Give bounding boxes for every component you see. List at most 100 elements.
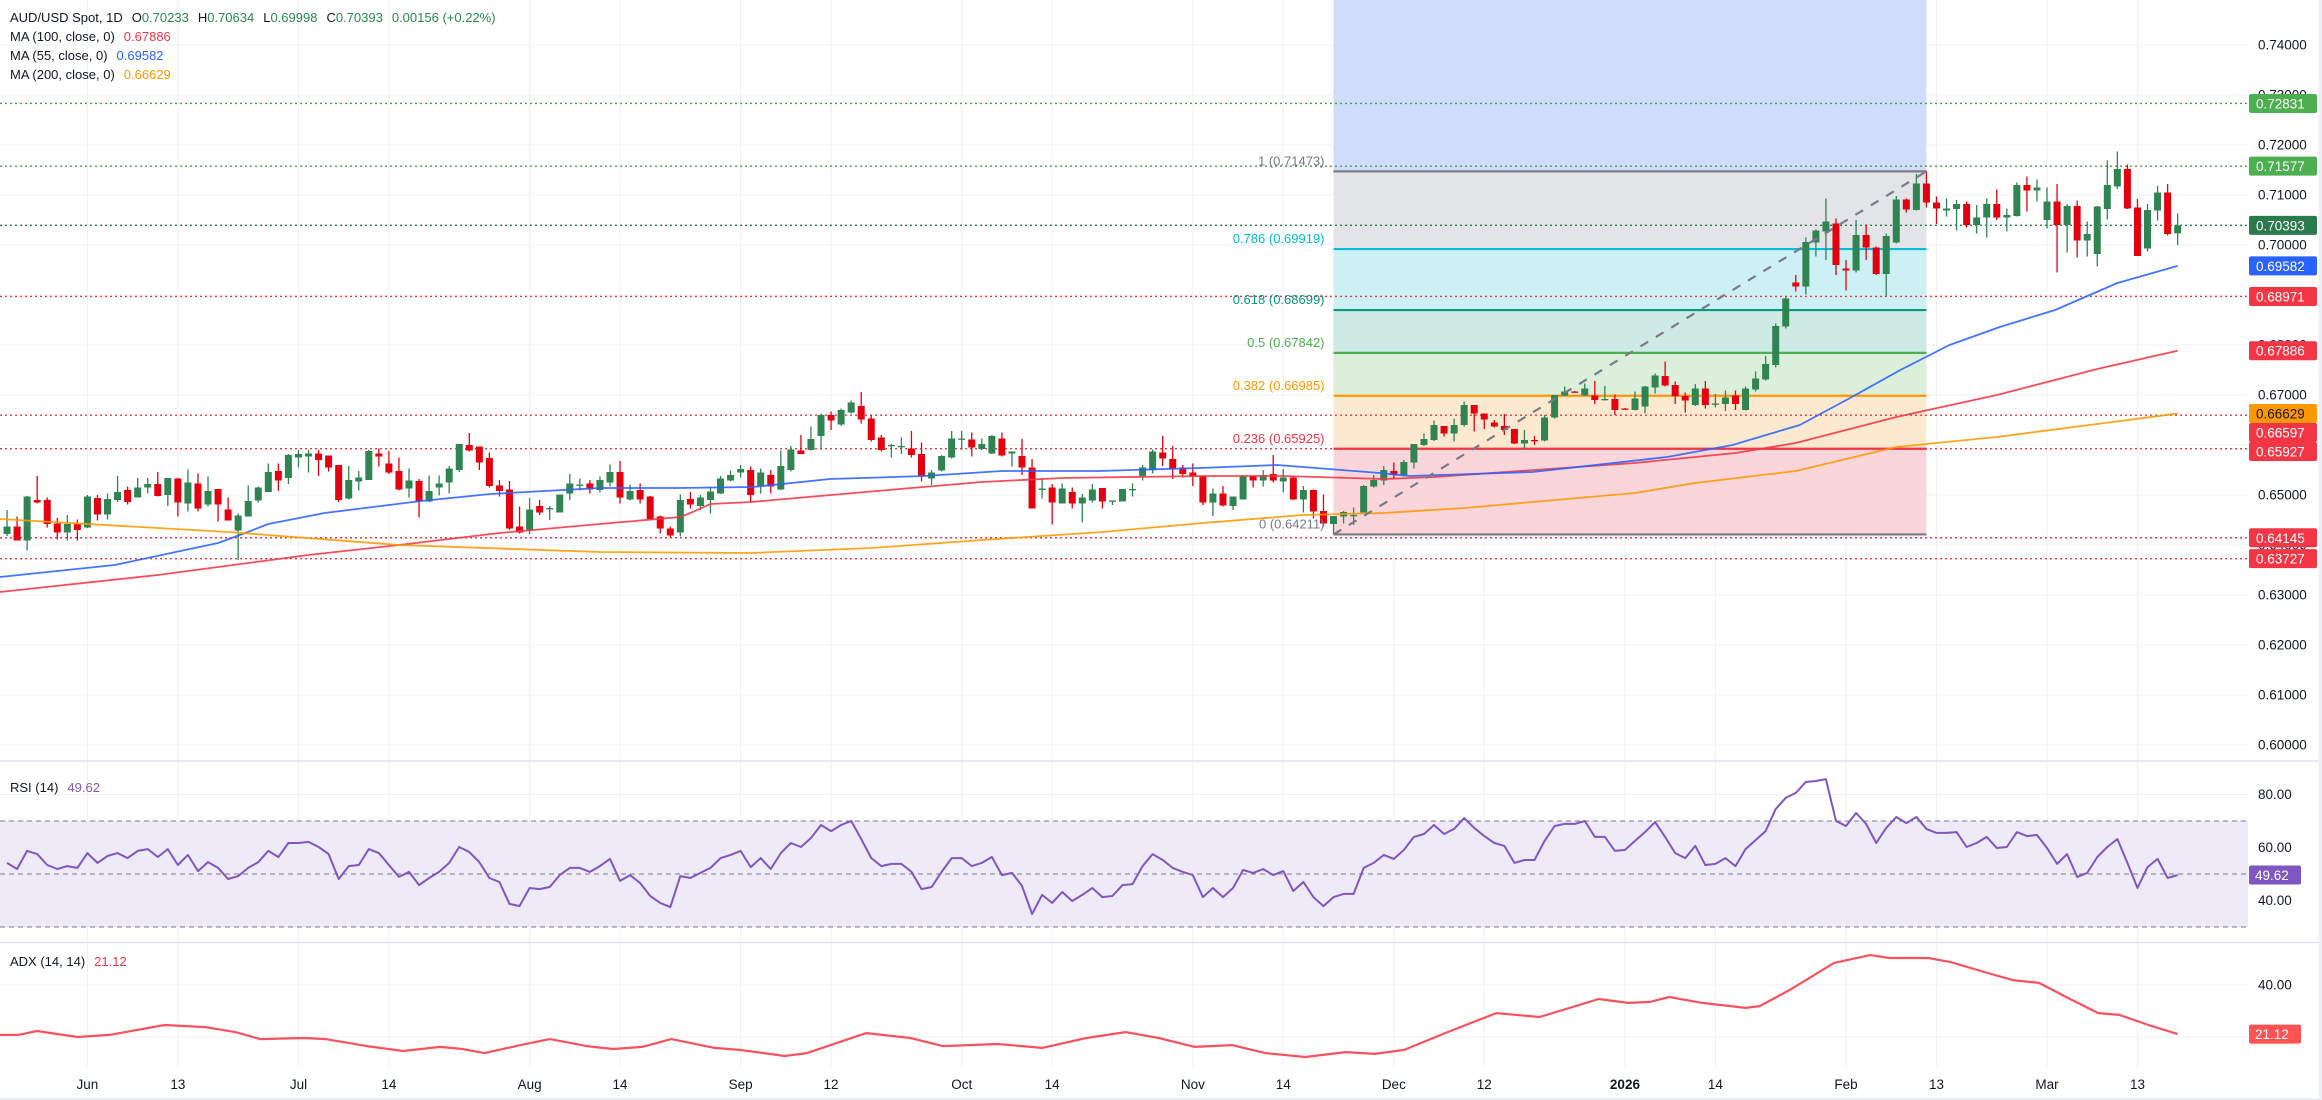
ma100-legend-row[interactable]: MA (100, close, 0) 0.67886: [10, 27, 496, 46]
main-legend: AUD/USD Spot, 1D O 0.70233 H 0.70634 L 0.69…: [10, 8, 496, 84]
candle-body: [1842, 268, 1850, 271]
candle: [998, 432, 1006, 457]
candle: [395, 457, 403, 491]
rsi-line[interactable]: [6, 778, 2178, 915]
candle-body: [1963, 204, 1971, 225]
candle-body: [1802, 242, 1810, 287]
candle-body: [918, 454, 926, 476]
candle-body: [2174, 225, 2182, 234]
candle-body: [1681, 396, 1689, 401]
candle-body: [284, 455, 292, 478]
candle-body: [325, 455, 333, 468]
ma200-legend-row[interactable]: MA (200, close, 0) 0.66629: [10, 65, 496, 84]
rsi-axis-label: 60.00: [2258, 840, 2292, 855]
fib-zone-1: [1333, 171, 1927, 250]
candle: [1983, 198, 1991, 238]
candle: [1018, 439, 1026, 475]
candle-body: [646, 496, 654, 520]
candle-body: [606, 472, 614, 483]
candle-body: [1792, 282, 1800, 287]
candle: [2003, 208, 2011, 232]
price-tag-bg: [2249, 423, 2317, 443]
candle-body: [1410, 444, 1418, 463]
candle-body: [706, 491, 714, 500]
candle: [2154, 186, 2162, 221]
time-axis-label: 13: [170, 1077, 185, 1092]
symbol-legend-row[interactable]: AUD/USD Spot, 1D O 0.70233 H 0.70634 L 0.69…: [10, 8, 496, 27]
candle: [1742, 386, 1750, 411]
rsi-indicator: [0, 778, 2248, 928]
time-axis-label: 14: [1276, 1077, 1292, 1092]
candle: [1199, 476, 1207, 505]
candle: [1832, 218, 1840, 275]
candle: [1430, 420, 1438, 441]
candle: [1269, 455, 1277, 483]
price-tag-label: 0.67886: [2256, 344, 2305, 359]
candle: [1309, 489, 1317, 519]
candle: [2093, 206, 2101, 267]
close-value: C 0.70393: [326, 8, 382, 27]
candle: [918, 442, 926, 482]
price-tag-bg: [2249, 286, 2317, 306]
ma100-line[interactable]: [0, 349, 2178, 593]
rsi-legend-row[interactable]: RSI (14) 49.62: [10, 778, 100, 797]
ma200-line[interactable]: [0, 412, 2178, 554]
candle: [224, 497, 232, 521]
candle-body: [214, 489, 222, 505]
adx-pane[interactable]: [0, 944, 2248, 1068]
candle-body: [1189, 472, 1197, 477]
candle: [1802, 237, 1810, 295]
candle: [1440, 426, 1448, 437]
candle: [1571, 391, 1579, 393]
candle-body: [2093, 206, 2101, 254]
candle: [284, 454, 292, 484]
low-number: 0.69998: [270, 10, 318, 25]
close-key: C: [326, 10, 336, 25]
open-value: O 0.70233: [132, 8, 189, 27]
candle: [1219, 486, 1227, 507]
candle: [2144, 204, 2152, 252]
time-axis[interactable]: [0, 1068, 2248, 1098]
adx-line[interactable]: [0, 953, 2179, 1059]
symbol-title: AUD/USD Spot, 1D: [10, 10, 123, 25]
candle: [244, 485, 252, 517]
adx-legend-row[interactable]: ADX (14, 14) 21.12: [10, 952, 127, 971]
fib-label-0.382: 0.382 (0.66985): [1233, 378, 1325, 393]
candle: [1872, 246, 1880, 275]
ma55-legend-row[interactable]: MA (55, close, 0) 0.69582: [10, 46, 496, 65]
candle: [2013, 182, 2021, 217]
candle: [757, 468, 765, 494]
candle: [475, 446, 483, 470]
candle-body: [1721, 397, 1729, 404]
candle: [274, 463, 282, 491]
candle: [1420, 433, 1428, 446]
candle-body: [1350, 515, 1358, 517]
candle-body: [1420, 439, 1428, 445]
candle: [1711, 394, 1719, 408]
candle-body: [2103, 185, 2111, 209]
fib-trend-line[interactable]: [1332, 170, 1928, 536]
time-axis-label: Aug: [518, 1077, 542, 1092]
candle: [897, 437, 905, 454]
high-key: H: [197, 10, 208, 25]
candle-body: [1591, 395, 1599, 400]
candle: [2113, 151, 2121, 189]
candle-body: [1983, 204, 1991, 218]
candle: [1470, 405, 1478, 432]
price-tag-bg: [2249, 404, 2317, 424]
candle-body: [1169, 459, 1177, 470]
price-axis-label: 0.60000: [2258, 738, 2307, 753]
fib-zone-0.786: [1333, 249, 1927, 311]
candle: [204, 476, 212, 507]
candle: [1510, 429, 1518, 444]
candle-body: [2073, 206, 2081, 241]
candle: [23, 496, 31, 551]
candles: [3, 151, 2182, 560]
candle: [1822, 198, 1830, 260]
candle-body: [93, 498, 101, 515]
candle-body: [2013, 185, 2021, 216]
ma55-line[interactable]: [0, 265, 2178, 578]
adx-value-tag-label: 21.12: [2255, 1027, 2289, 1042]
